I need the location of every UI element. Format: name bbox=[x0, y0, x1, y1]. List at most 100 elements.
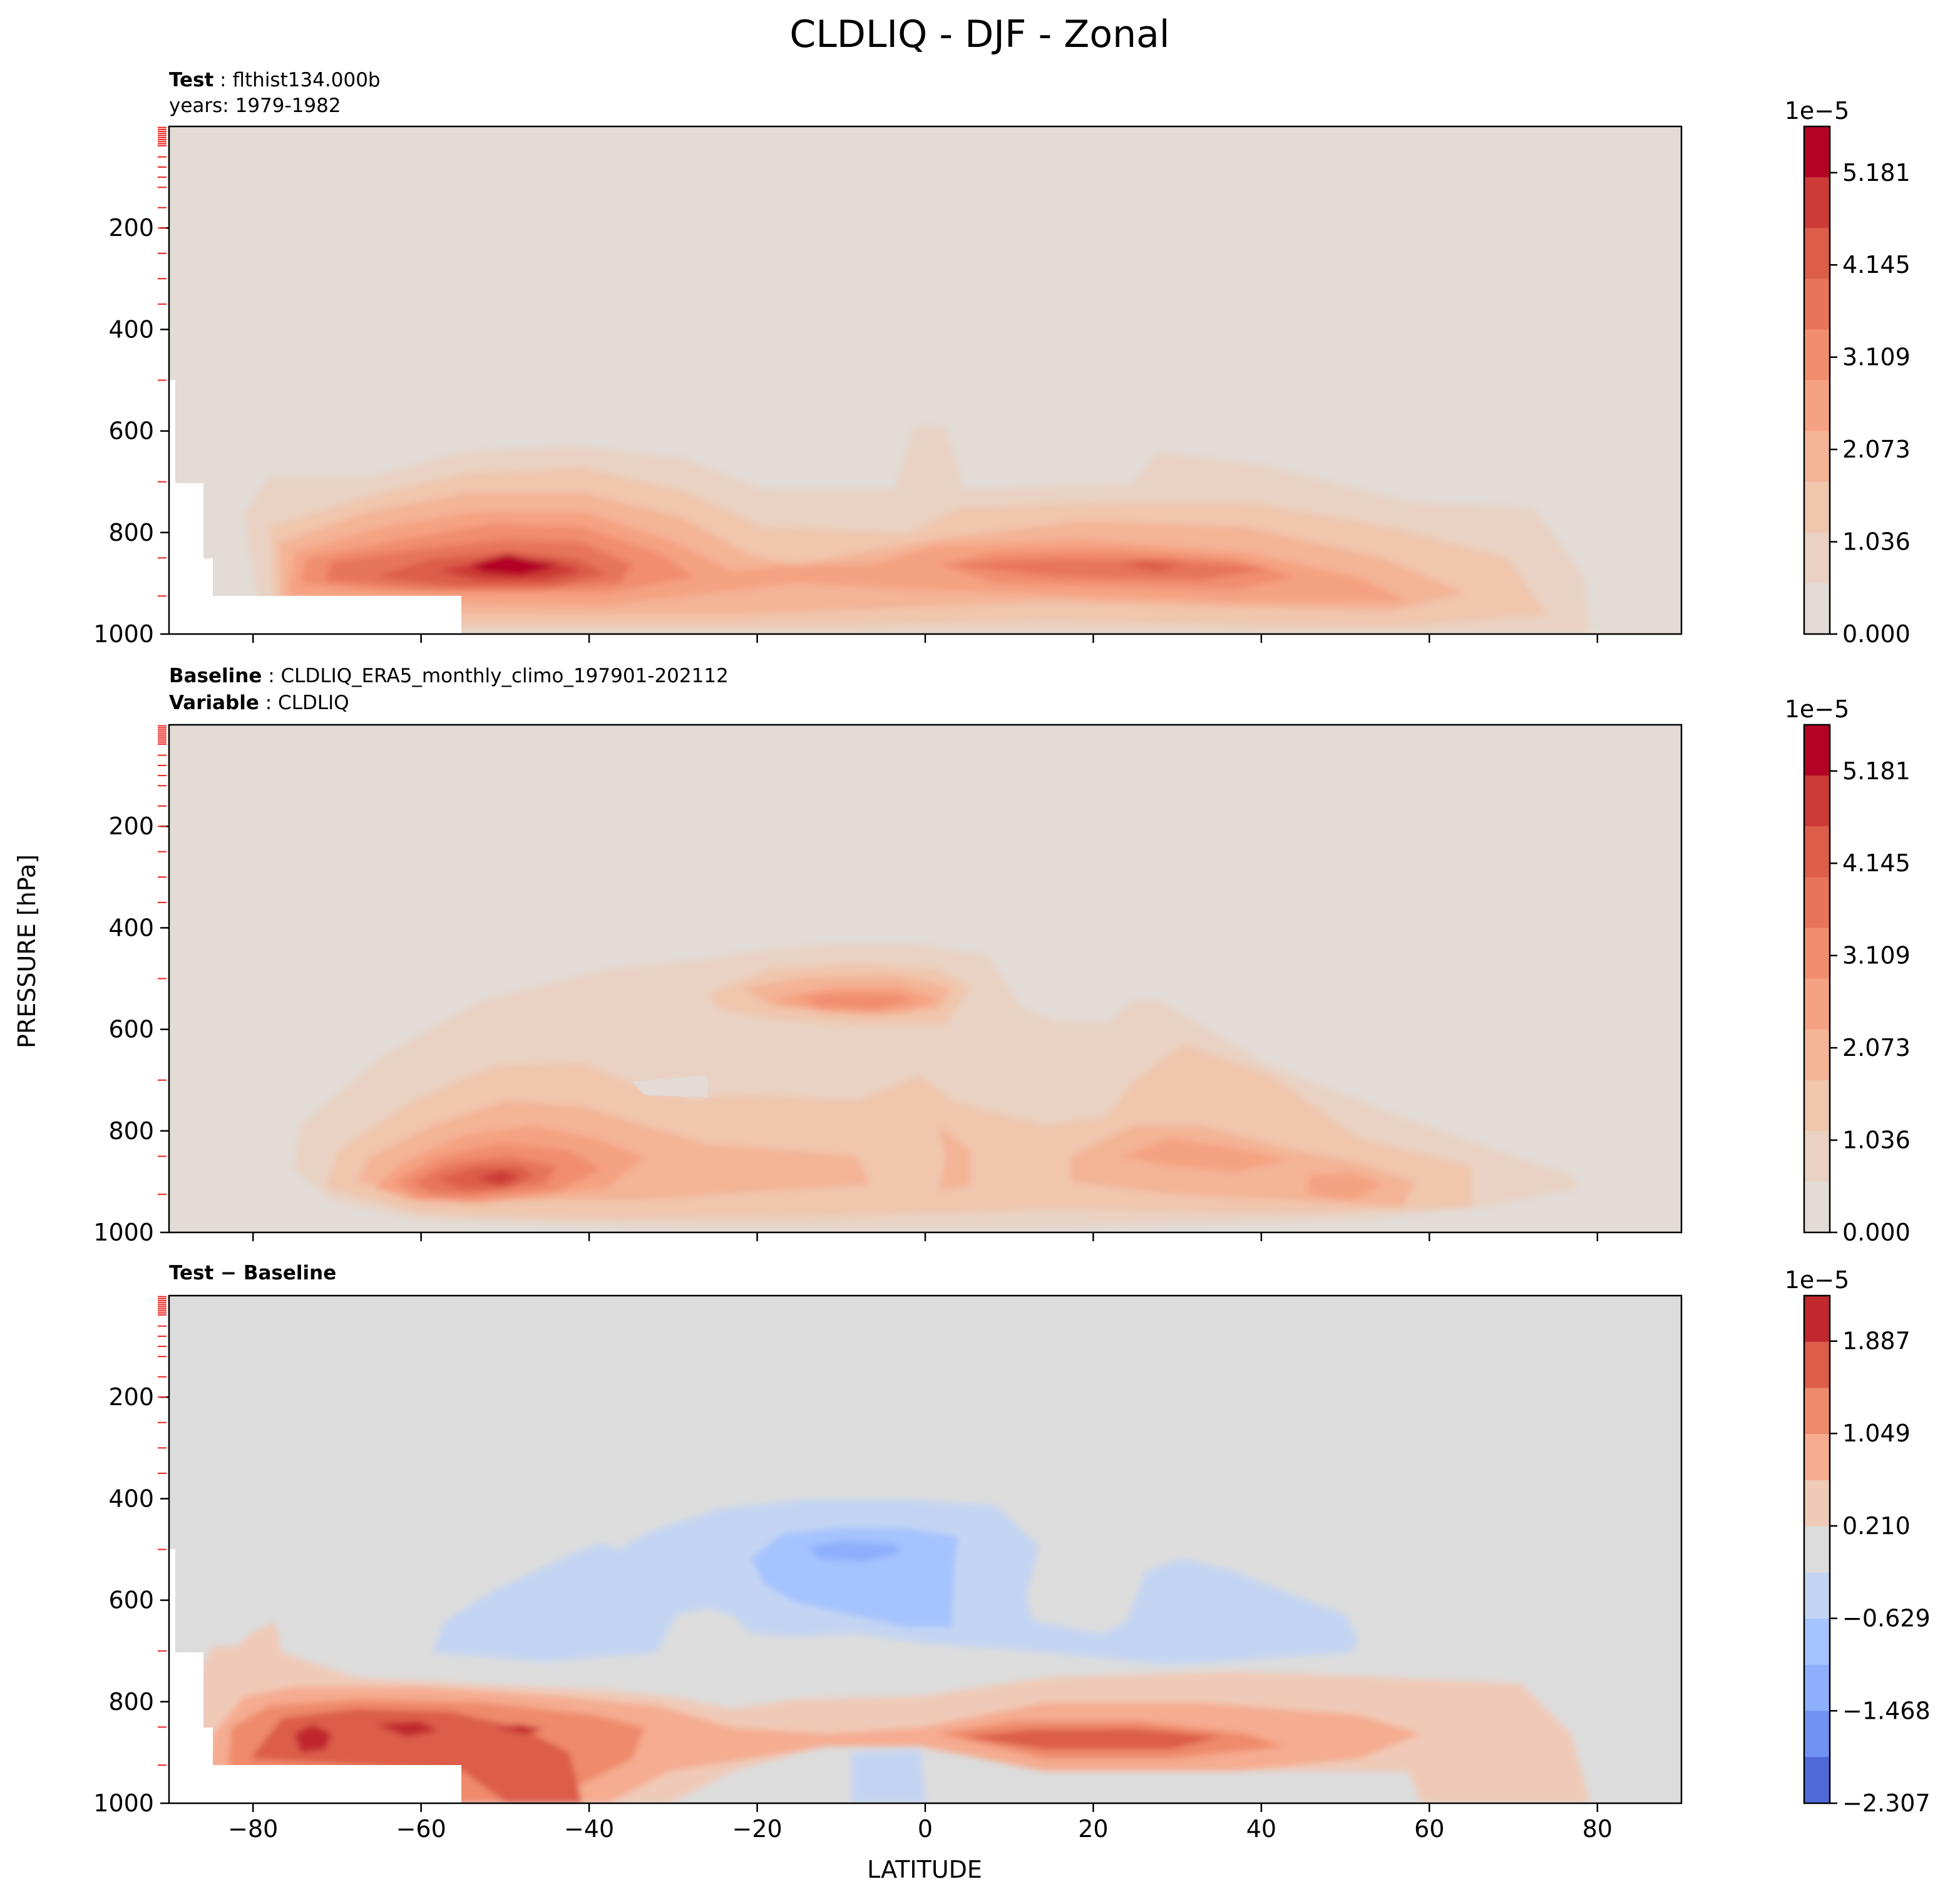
colorbar-tick-label: 5.181 bbox=[1842, 159, 1911, 187]
colorbar-segment bbox=[1804, 1526, 1830, 1573]
x-tick-label: −40 bbox=[564, 1815, 614, 1843]
colorbar-segment bbox=[1804, 877, 1830, 928]
colorbar-tick-label: 1.049 bbox=[1842, 1420, 1911, 1447]
y-tick-label: 400 bbox=[108, 1485, 154, 1512]
missing-data-region bbox=[169, 380, 461, 634]
colorbar-segment bbox=[1804, 1480, 1830, 1527]
colorbar-exponent: 1e−5 bbox=[1785, 695, 1850, 723]
panel-test: Test : flthist134.000b years: 1979-1982 bbox=[93, 69, 1911, 648]
colorbar-segment bbox=[1804, 1181, 1830, 1233]
contour-band-neg-2b bbox=[851, 1749, 926, 1803]
panel-baseline: Baseline : CLDLIQ_ERA5_monthly_climo_197… bbox=[93, 665, 1911, 1246]
y-tick-label: 1000 bbox=[93, 1219, 154, 1246]
colorbar-segment bbox=[1804, 775, 1830, 827]
x-tick-label: 20 bbox=[1078, 1815, 1108, 1843]
y-tick-label: 800 bbox=[108, 1688, 154, 1716]
colorbar-segment bbox=[1804, 1757, 1830, 1804]
colorbar-tick-label: 3.109 bbox=[1842, 344, 1911, 371]
panel-diff-ticks: −80 −60 −40 −20 0 20 40 60 80 200 400 600 800 1000 bbox=[93, 1296, 1613, 1843]
colorbar-tick-label: −0.629 bbox=[1842, 1605, 1931, 1632]
y-tick-label: 400 bbox=[108, 914, 154, 941]
colorbar-segment bbox=[1804, 431, 1830, 483]
colorbar-segment bbox=[1804, 481, 1830, 533]
colorbar-segment bbox=[1804, 279, 1830, 330]
panel-test-ticks: 200 400 600 800 1000 bbox=[93, 126, 1599, 648]
contour-band-8 bbox=[476, 1170, 520, 1185]
contour-band-9 bbox=[469, 554, 557, 576]
colorbar-frame bbox=[1803, 1294, 1831, 1804]
colorbar-segment bbox=[1804, 1080, 1830, 1132]
y-tick-label: 1000 bbox=[93, 620, 154, 648]
colorbar-segment bbox=[1804, 177, 1830, 228]
colorbar-diff: 1e−5 1.887 1.049 0.210 −0.629 −1.468 −2.307 bbox=[1785, 1266, 1931, 1817]
colorbar-tick-label: 0.000 bbox=[1842, 1219, 1911, 1246]
x-axis-label: LATITUDE bbox=[867, 1856, 982, 1883]
y-tick-label: 800 bbox=[108, 1117, 154, 1145]
colorbar-segment bbox=[1804, 1572, 1830, 1619]
contour-band-neg-3 bbox=[808, 1541, 901, 1562]
contour-plot-baseline: 200 400 600 800 1000 bbox=[93, 724, 1683, 1246]
contour-band-7 bbox=[376, 552, 1183, 586]
colorbar-tick-label: 4.145 bbox=[1842, 849, 1911, 877]
missing-data-region bbox=[169, 1549, 461, 1803]
contour-plot-diff: −80 −60 −40 −20 0 20 40 60 80 200 400 600 800 1000 bbox=[93, 1294, 1683, 1843]
contour-band-neg-2 bbox=[751, 1527, 958, 1627]
colorbar-segment bbox=[1804, 1664, 1830, 1712]
panel-diff: Test − Baseline −80 −60 −40 −20 0 20 40 bbox=[93, 1262, 1930, 1843]
colorbar-tick-label: 5.181 bbox=[1842, 757, 1911, 785]
colorbar-test: 1e−5 5.181 4.145 3.109 2.073 1.036 0.000 bbox=[1785, 97, 1911, 648]
colorbar-exponent: 1e−5 bbox=[1785, 1266, 1850, 1294]
colorbar-tick-label: 1.036 bbox=[1842, 1127, 1911, 1154]
x-tick-label: −20 bbox=[732, 1815, 782, 1843]
y-tick-label: 200 bbox=[108, 812, 154, 840]
colorbar-frame bbox=[1803, 125, 1831, 635]
colorbar-segment bbox=[1804, 329, 1830, 381]
contour-plot-test: 200 400 600 800 1000 bbox=[93, 125, 1683, 648]
y-axis-label: PRESSURE [hPa] bbox=[13, 854, 41, 1048]
y-tick-label: 200 bbox=[108, 214, 154, 242]
colorbar-segment bbox=[1804, 380, 1830, 432]
colorbar-segment bbox=[1804, 1029, 1830, 1081]
colorbar-segment bbox=[1804, 1388, 1830, 1435]
x-tick-label: −60 bbox=[396, 1815, 446, 1843]
colorbar-exponent: 1e−5 bbox=[1785, 97, 1850, 125]
panel-baseline-label: Baseline : CLDLIQ_ERA5_monthly_climo_197… bbox=[169, 665, 729, 687]
colorbar-segment bbox=[1804, 1341, 1830, 1389]
colorbar-segment bbox=[1804, 1296, 1830, 1343]
colorbar-segment bbox=[1804, 583, 1830, 635]
colorbar-tick-label: −2.307 bbox=[1842, 1789, 1931, 1817]
colorbar-tick-label: 1.036 bbox=[1842, 528, 1911, 556]
y-tick-label: 600 bbox=[108, 1016, 154, 1043]
panel-diff-label: Test − Baseline bbox=[169, 1262, 336, 1284]
colorbar-tick-label: 1.887 bbox=[1842, 1328, 1911, 1355]
y-tick-label: 400 bbox=[108, 315, 154, 343]
colorbar-frame bbox=[1803, 724, 1831, 1234]
colorbar-segment bbox=[1804, 826, 1830, 878]
y-tick-label: 200 bbox=[108, 1383, 154, 1411]
colorbar-tick-label: −1.468 bbox=[1842, 1697, 1931, 1724]
x-tick-label: 80 bbox=[1583, 1815, 1613, 1843]
colorbar-segment bbox=[1804, 1619, 1830, 1666]
colorbar-tick-label: 2.073 bbox=[1842, 1034, 1911, 1062]
colorbar-tick-label: 2.073 bbox=[1842, 436, 1911, 463]
figure-title: CLDLIQ - DJF - Zonal bbox=[789, 13, 1169, 56]
colorbar-tick-label: 3.109 bbox=[1842, 942, 1911, 970]
y-tick-label: 1000 bbox=[93, 1789, 154, 1817]
colorbar-segment bbox=[1804, 228, 1830, 279]
y-tick-label: 800 bbox=[108, 519, 154, 546]
panel-baseline-ticks: 200 400 600 800 1000 bbox=[93, 725, 1599, 1246]
colorbar-baseline: 1e−5 5.181 4.145 3.109 2.073 1.036 0.000 bbox=[1785, 695, 1911, 1246]
contour-band-pos-5 bbox=[294, 1721, 545, 1753]
y-tick-label: 600 bbox=[108, 417, 154, 445]
x-tick-label: 60 bbox=[1414, 1815, 1444, 1843]
contour-gap bbox=[632, 1075, 707, 1097]
colorbar-segment bbox=[1804, 978, 1830, 1030]
colorbar-segment bbox=[1804, 532, 1830, 584]
colorbar-segment bbox=[1804, 725, 1830, 776]
panel-test-label: Test : flthist134.000b bbox=[169, 69, 381, 91]
colorbar-segment bbox=[1804, 126, 1830, 178]
colorbar-segment bbox=[1804, 1711, 1830, 1758]
contour-band-5 bbox=[394, 993, 914, 1200]
x-tick-label: 40 bbox=[1246, 1815, 1276, 1843]
